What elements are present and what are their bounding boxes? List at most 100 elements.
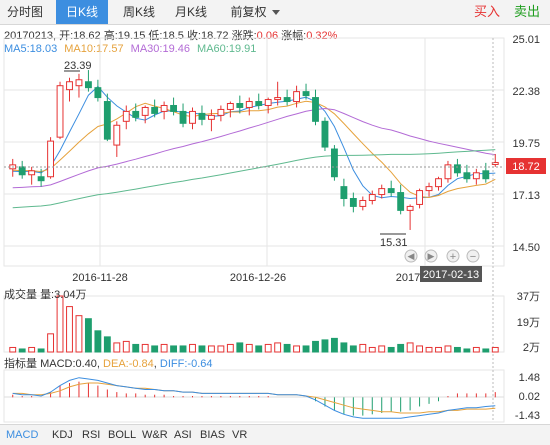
ma5-line [12, 85, 496, 200]
volume-value: 量:3.04万 [40, 289, 87, 301]
candlesticks [9, 70, 499, 230]
macd-lines [12, 377, 496, 419]
indicator-tab-boll[interactable]: BOLL [108, 429, 137, 441]
ma5-label: MA5:18.03 [4, 43, 58, 55]
candle [453, 158, 461, 177]
candle [397, 184, 405, 215]
low-annotation: 15.31 [380, 237, 408, 249]
volume-bar [141, 343, 149, 353]
candle [160, 101, 168, 120]
tab-intraday[interactable]: 分时图 [6, 5, 43, 19]
zoom-in-button[interactable] [446, 249, 460, 263]
indicator-tab-wr[interactable]: W&R [142, 429, 168, 441]
volume-axis-2: 19万 [516, 317, 540, 329]
buy-button[interactable]: 买入 [474, 4, 501, 19]
candle [170, 97, 178, 116]
dea-line [12, 382, 496, 414]
indicator-tab-macd[interactable]: MACD [6, 429, 39, 441]
candle [264, 97, 272, 114]
kline-chart[interactable]: 18.72 23.39 15.31 2016-11-28 2016-12-26 … [0, 0, 550, 424]
candle [103, 93, 111, 142]
diff-value: DIFF:-0.64 [159, 358, 213, 370]
candle [84, 70, 92, 92]
volume-bar [122, 340, 130, 353]
volume-bar [312, 340, 319, 353]
candle [47, 137, 55, 179]
candle [56, 81, 64, 140]
change-label: 涨跌: [231, 30, 257, 42]
tab-monthly-k[interactable]: 月K线 [174, 5, 207, 19]
high-annotation: 23.39 [64, 60, 92, 72]
volume-bar [28, 346, 36, 353]
candle [349, 192, 357, 213]
candle [122, 105, 130, 130]
candle [198, 105, 206, 126]
candle [207, 109, 215, 132]
macd-axis-1: 1.48 [518, 372, 540, 384]
adjust-dropdown[interactable]: 前复权 [224, 0, 286, 24]
volume-bars [9, 295, 499, 353]
volume-axis-1: 37万 [516, 291, 540, 303]
ma-legend: MA5:18.03 MA10:17.57 MA30:19.46 MA60:19.… [4, 43, 260, 55]
ma10-line [12, 100, 496, 199]
candle [75, 73, 83, 98]
candle [482, 162, 490, 183]
sell-button[interactable]: 卖出 [514, 4, 541, 19]
indicator-tab-bias[interactable]: BIAS [200, 429, 226, 441]
tab-daily-k[interactable]: 日K线 [56, 0, 108, 24]
macd-title: 指标量 [4, 358, 37, 370]
volume-bar [189, 343, 196, 353]
candle [283, 89, 291, 106]
date-label-3: 2017 [396, 272, 420, 284]
volume-bar [217, 345, 225, 353]
volume-bar [435, 346, 442, 353]
volume-bar [179, 345, 187, 353]
candle [18, 160, 26, 179]
chevron-left-icon: ◀ [408, 251, 415, 261]
tab-weekly-k[interactable]: 周K线 [122, 5, 155, 19]
volume-bar [330, 337, 338, 353]
volume-bar [444, 345, 452, 353]
volume-bar [482, 348, 490, 353]
candle [368, 190, 376, 205]
scroll-right-button[interactable] [424, 249, 438, 263]
scroll-left-button[interactable] [404, 249, 418, 263]
candle [302, 83, 310, 100]
candle [255, 93, 263, 110]
volume-bar [198, 345, 206, 353]
price-axis-4: 17.13 [512, 190, 540, 202]
volume-bar [406, 342, 414, 353]
volume-bar [94, 330, 102, 353]
candle [425, 182, 433, 197]
ohlc-info: 20170213, 开:18.62 高:19.15 低:18.5 收:18.72… [4, 30, 338, 42]
diff-line [12, 377, 496, 419]
indicator-tab-vr[interactable]: VR [232, 429, 248, 441]
volume-bar [340, 342, 348, 353]
indicator-tab-rsi[interactable]: RSI [82, 429, 101, 441]
volume-bar [207, 345, 215, 353]
volume-bar [236, 342, 244, 353]
crosshair-date: 2017-02-13 [423, 269, 479, 281]
volume-bar [18, 348, 26, 353]
low-label: 低: [148, 30, 163, 42]
macd-value: MACD:0.40 [40, 358, 97, 370]
volume-bar [245, 343, 253, 353]
candle [9, 158, 17, 177]
price-axis-5: 14.50 [512, 242, 540, 254]
volume-bar [66, 306, 73, 353]
volume-bar [368, 346, 376, 353]
volume-bar [226, 343, 234, 353]
chart-controls: ◀ ▶ + − [404, 249, 480, 263]
zoom-out-button[interactable] [466, 249, 480, 263]
price-axis-2: 22.38 [512, 86, 540, 98]
current-price-text: 18.72 [512, 161, 540, 173]
volume-bar [47, 333, 55, 353]
indicator-tab-kdj[interactable]: KDJ [52, 429, 73, 441]
volume-bar [491, 346, 499, 353]
close-value: 18.72 [201, 30, 229, 42]
ma30-line [12, 107, 496, 189]
grid [3, 37, 505, 423]
indicator-tab-asi[interactable]: ASI [174, 429, 192, 441]
indicator-tab-bar: MACD KDJ RSI BOLL W&R ASI BIAS VR [0, 424, 550, 445]
price-axis-1: 25.01 [512, 34, 540, 46]
